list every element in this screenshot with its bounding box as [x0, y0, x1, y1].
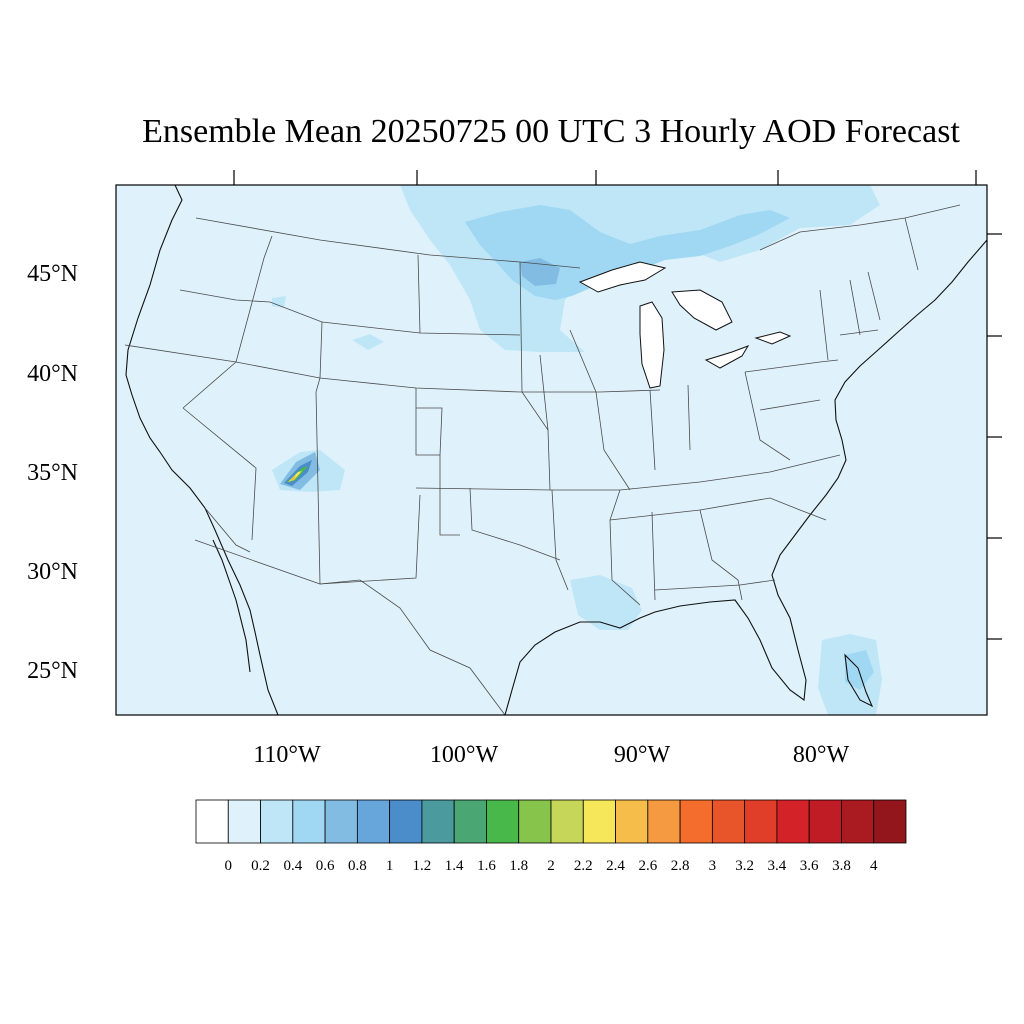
- lon-label: 110°W: [253, 742, 321, 768]
- colorbar-swatch: [679, 799, 713, 844]
- colorbar-tick-label: 0.6: [316, 858, 335, 874]
- colorbar-swatch: [389, 799, 423, 844]
- colorbar-swatch: [615, 799, 649, 844]
- colorbar-tick-label: 1: [386, 858, 394, 874]
- colorbar-tick-label: 2.6: [638, 858, 657, 874]
- colorbar-tick-label: 3.6: [800, 858, 819, 874]
- great-lakes: [578, 261, 792, 389]
- lon-label: 100°W: [430, 742, 499, 768]
- colorbar-tick-label: 0: [225, 858, 233, 874]
- coastlines: [125, 185, 987, 715]
- colorbar-tick-label: 0.2: [251, 858, 270, 874]
- colorbar-tick-label: 1.4: [445, 858, 464, 874]
- map-panel: 45°N 40°N 35°N 30°N 25°N 110°W 100°W 90°…: [27, 170, 1002, 768]
- colorbar-tick-label: 1.6: [477, 858, 496, 874]
- colorbar-swatch: [873, 799, 907, 844]
- colorbar-swatch: [647, 799, 681, 844]
- map-frame: [115, 184, 988, 716]
- colorbar-swatch: [324, 799, 358, 844]
- colorbar-swatch: [453, 799, 487, 844]
- colorbar-swatch: [582, 799, 616, 844]
- colorbar-swatch: [776, 799, 810, 844]
- colorbar-swatch: [356, 799, 391, 844]
- colorbar-swatch: [421, 799, 455, 844]
- colorbar-swatch: [808, 799, 842, 844]
- lon-label: 90°W: [614, 742, 671, 768]
- colorbar-swatch: [744, 799, 778, 844]
- colorbar-tick-label: 1.8: [509, 858, 528, 874]
- lat-label: 35°N: [27, 460, 78, 486]
- colorbar-tick-label: 2.2: [574, 858, 593, 874]
- colorbar-swatch: [841, 799, 875, 844]
- colorbar-tick-label: 1.2: [413, 858, 432, 874]
- colorbar-tick-label: 4: [870, 858, 878, 874]
- lat-label: 40°N: [27, 361, 78, 387]
- colorbar-tick-label: 0.4: [283, 858, 302, 874]
- colorbar-swatch: [711, 799, 746, 844]
- colorbar-swatch: [195, 799, 229, 844]
- colorbar-swatch: [260, 799, 294, 844]
- colorbar-swatch: [550, 799, 584, 844]
- lat-label: 45°N: [27, 261, 78, 287]
- longitude-labels: 110°W 100°W 90°W 80°W: [253, 742, 849, 768]
- colorbar-tick-label: 3.2: [735, 858, 754, 874]
- frame-ticks: [233, 170, 1002, 640]
- colorbar-swatch: [292, 799, 326, 844]
- state-boundaries: [124, 204, 961, 715]
- colorbar-tick-label: 2.4: [606, 858, 625, 874]
- colorbar: 0 0.2 0.4 0.6 0.8 1 1.2 1.4 1.6 1.8 2 2.2 2.4 2.6 2.8 3…: [195, 799, 907, 874]
- colorbar-swatch: [227, 799, 261, 844]
- lat-label: 30°N: [27, 559, 78, 585]
- colorbar-tick-label: 2.8: [671, 858, 690, 874]
- colorbar-tick-label: 3.4: [768, 858, 787, 874]
- lon-label: 80°W: [793, 742, 850, 768]
- latitude-labels: 45°N 40°N 35°N 30°N 25°N: [27, 261, 78, 684]
- colorbar-tick-label: 2: [547, 858, 555, 874]
- colorbar-tick-label: 0.8: [348, 858, 367, 874]
- aod-plumes: [272, 185, 882, 715]
- colorbar-tick-label: 3.8: [832, 858, 851, 874]
- colorbar-tick-label: 3: [709, 858, 717, 874]
- colorbar-swatch: [486, 799, 520, 844]
- map-title: Ensemble Mean 20250725 00 UTC 3 Hourly A…: [142, 113, 960, 150]
- lat-label: 25°N: [27, 658, 78, 684]
- colorbar-swatch: [518, 799, 552, 844]
